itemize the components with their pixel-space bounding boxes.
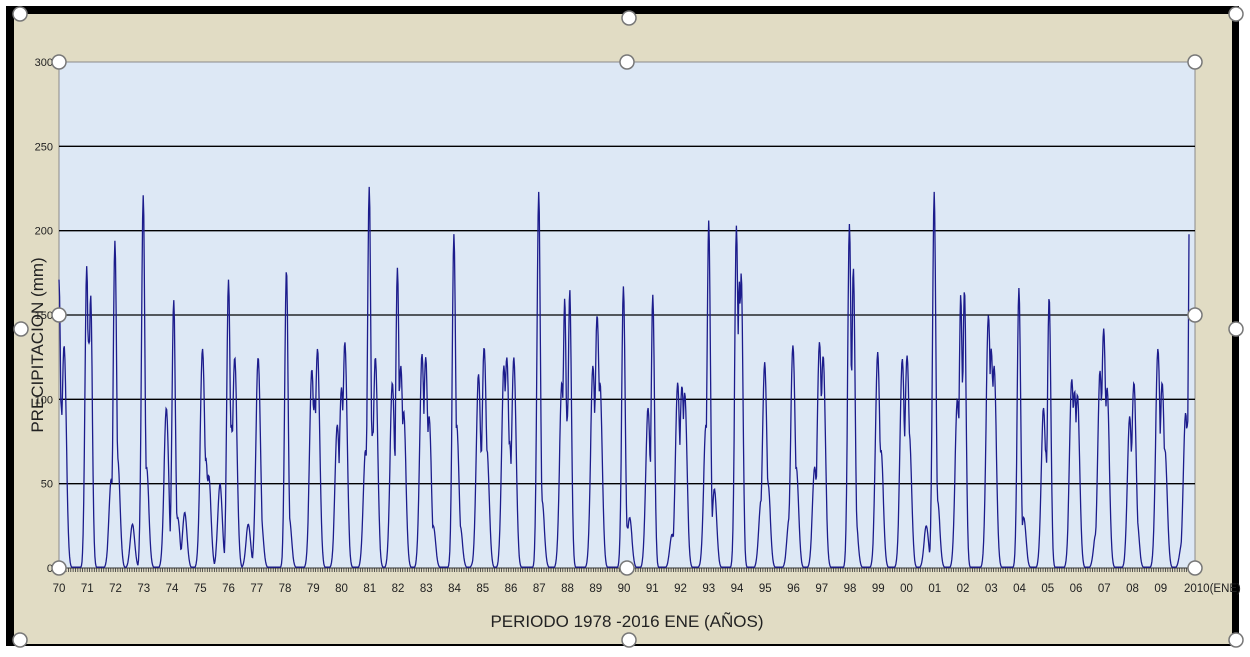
y-tick-label: 200 <box>35 226 53 238</box>
y-tick-label: 100 <box>35 394 53 406</box>
x-tick-label: 74 <box>166 583 179 595</box>
x-axis-ticks: 70 71 72 73 74 75 76 77 78 79 80 81 82 83 84 85 86 87 88 89… <box>53 568 1241 595</box>
precipitation-series-line <box>58 186 1190 569</box>
x-tick-label: 90 <box>618 583 631 595</box>
resize-handle[interactable] <box>51 307 67 323</box>
resize-handle[interactable] <box>619 560 635 576</box>
x-tick-label: 94 <box>731 583 744 595</box>
x-tick-label: 81 <box>363 583 376 595</box>
x-tick-label: 91 <box>646 583 659 595</box>
resize-handle[interactable] <box>12 6 28 22</box>
resize-handle[interactable] <box>51 54 67 70</box>
x-tick-label: 03 <box>985 583 998 595</box>
x-tick-label: 05 <box>1041 583 1054 595</box>
resize-handle[interactable] <box>619 54 635 70</box>
x-tick-label: 00 <box>900 583 913 595</box>
x-tick-label: 75 <box>194 583 207 595</box>
x-tick-label: 78 <box>279 583 292 595</box>
x-tick-label: 89 <box>589 583 602 595</box>
resize-handle[interactable] <box>621 10 637 26</box>
resize-handle[interactable] <box>1187 54 1203 70</box>
resize-handle[interactable] <box>621 632 637 648</box>
x-axis-title: PERIODO 1978 -2016 ENE (AÑOS) <box>490 612 763 631</box>
x-tick-label: 72 <box>109 583 122 595</box>
x-tick-label: 87 <box>533 583 546 595</box>
x-tick-label: 09 <box>1154 583 1167 595</box>
x-tick-label: 79 <box>307 583 320 595</box>
y-tick-label: 300 <box>35 57 53 69</box>
resize-handle[interactable] <box>1228 632 1244 648</box>
resize-handle[interactable] <box>12 632 28 648</box>
x-tick-label: 06 <box>1070 583 1083 595</box>
x-tick-label: 77 <box>250 583 263 595</box>
x-tick-label: 97 <box>815 583 828 595</box>
resize-handle[interactable] <box>1228 6 1244 22</box>
resize-handle[interactable] <box>13 321 29 337</box>
selection-handles[interactable] <box>12 6 1244 648</box>
x-tick-label: 95 <box>759 583 772 595</box>
x-tick-label: 92 <box>674 583 687 595</box>
y-axis-ticks: 0 50 100 150 200 250 300 <box>35 57 53 575</box>
resize-handle[interactable] <box>1187 307 1203 323</box>
x-tick-label: 2010(ENE) <box>1184 583 1241 595</box>
x-tick-label: 85 <box>476 583 489 595</box>
x-tick-label: 73 <box>137 583 150 595</box>
x-tick-label: 76 <box>222 583 235 595</box>
x-tick-label: 01 <box>928 583 941 595</box>
x-tick-label: 08 <box>1126 583 1139 595</box>
resize-handle[interactable] <box>1187 560 1203 576</box>
y-tick-label: 150 <box>35 310 53 322</box>
resize-handle[interactable] <box>1228 321 1244 337</box>
x-tick-label: 98 <box>844 583 857 595</box>
x-tick-label: 71 <box>81 583 94 595</box>
x-tick-label: 96 <box>787 583 800 595</box>
y-axis-title: PRECIPITACION (mm) <box>28 257 47 432</box>
x-tick-label: 84 <box>448 583 461 595</box>
x-tick-label: 82 <box>392 583 405 595</box>
x-tick-label: 02 <box>957 583 970 595</box>
x-tick-label: 80 <box>335 583 348 595</box>
x-tick-label: 07 <box>1098 583 1111 595</box>
x-tick-label: 88 <box>561 583 574 595</box>
x-tick-label: 70 <box>53 583 66 595</box>
x-tick-label: 04 <box>1013 583 1026 595</box>
x-tick-label: 86 <box>505 583 518 595</box>
y-tick-label: 50 <box>41 479 53 491</box>
x-tick-label: 93 <box>702 583 715 595</box>
x-tick-label: 83 <box>420 583 433 595</box>
resize-handle[interactable] <box>51 560 67 576</box>
x-tick-label: 99 <box>872 583 885 595</box>
y-tick-label: 250 <box>35 141 53 153</box>
y-tick-label: 0 <box>47 563 53 575</box>
